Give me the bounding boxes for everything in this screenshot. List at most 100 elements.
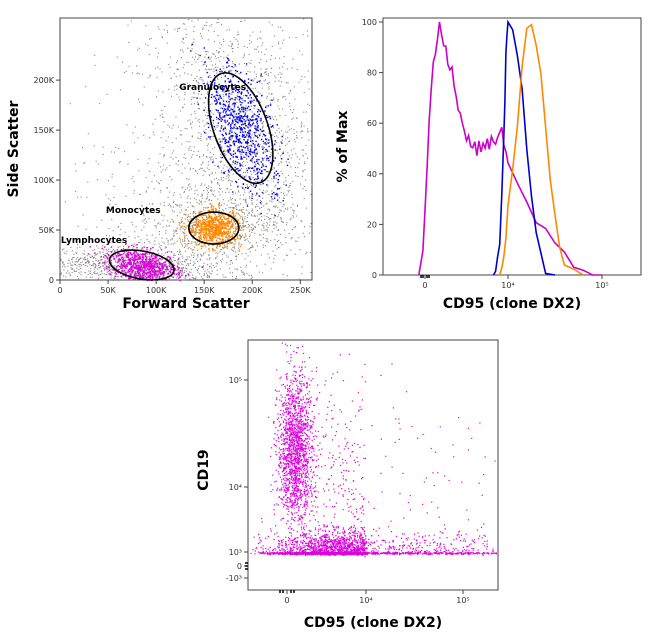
background-event — [309, 104, 311, 106]
background-event — [187, 248, 189, 250]
background-event — [268, 81, 270, 83]
gated-event — [249, 129, 252, 132]
background-event — [216, 241, 218, 243]
gated-event — [132, 266, 134, 269]
background-event — [256, 210, 258, 212]
gated-event — [239, 119, 241, 121]
background-event — [200, 135, 202, 137]
gated-event — [226, 145, 228, 147]
gated-event — [226, 230, 228, 233]
gated-event — [113, 269, 115, 271]
background-event — [193, 211, 195, 213]
gated-event — [237, 106, 239, 108]
background-event — [197, 173, 199, 175]
background-event — [231, 47, 233, 49]
background-event — [300, 126, 302, 128]
background-event — [251, 208, 253, 210]
background-event — [192, 222, 194, 224]
gated-event — [198, 226, 200, 228]
background-event — [202, 27, 204, 29]
background-event — [153, 262, 155, 264]
background-event — [99, 274, 101, 276]
gated-event — [152, 270, 154, 272]
gated-event — [227, 239, 230, 241]
background-event — [258, 213, 260, 215]
gated-event — [200, 211, 202, 213]
background-event — [311, 222, 313, 224]
background-event — [258, 164, 260, 166]
background-event — [290, 238, 292, 240]
gated-event — [137, 253, 139, 255]
background-event — [194, 185, 196, 187]
gated-event — [127, 269, 130, 271]
gated-event — [230, 154, 233, 156]
gated-event — [139, 266, 141, 269]
background-event — [231, 137, 233, 139]
background-event — [264, 263, 266, 265]
background-event — [229, 97, 231, 99]
background-event — [255, 249, 257, 251]
background-event — [206, 111, 208, 113]
background-event — [254, 134, 256, 136]
gated-event — [229, 136, 231, 139]
background-event — [233, 213, 235, 215]
background-event — [157, 271, 159, 273]
background-event — [170, 265, 172, 267]
background-event — [206, 117, 208, 119]
background-event — [296, 205, 298, 207]
background-event — [93, 257, 95, 259]
background-event — [301, 121, 303, 123]
background-event — [204, 61, 206, 63]
background-event — [251, 245, 253, 247]
gated-event — [239, 138, 241, 140]
background-event — [214, 55, 216, 57]
gated-event — [154, 271, 156, 273]
background-event — [230, 71, 232, 73]
background-event — [290, 128, 292, 130]
background-event — [162, 241, 164, 243]
gated-event — [254, 127, 256, 129]
gated-event — [200, 237, 202, 239]
gated-event — [230, 135, 232, 137]
background-event — [265, 240, 267, 242]
gated-event — [256, 168, 258, 170]
background-event — [142, 73, 144, 75]
background-event — [170, 259, 172, 261]
background-event — [264, 135, 266, 137]
background-event — [100, 265, 102, 267]
background-event — [219, 51, 221, 53]
background-event — [211, 64, 213, 66]
gated-event — [200, 230, 202, 232]
gated-event — [234, 221, 236, 223]
background-event — [85, 258, 87, 260]
gated-event — [218, 233, 220, 235]
background-event — [261, 145, 263, 147]
background-event — [92, 263, 94, 265]
background-event — [114, 273, 116, 275]
background-event — [173, 255, 175, 257]
gated-event — [219, 217, 221, 220]
background-event — [132, 257, 134, 259]
background-event — [229, 135, 231, 137]
background-event — [246, 158, 248, 160]
gated-event — [160, 267, 163, 269]
background-event — [256, 204, 258, 206]
gated-event — [149, 272, 151, 274]
background-event — [251, 105, 253, 107]
gated-event — [144, 275, 146, 277]
gated-event — [201, 230, 203, 232]
background-event — [203, 209, 205, 211]
background-event — [146, 238, 148, 240]
gated-event — [215, 230, 217, 232]
gated-event — [147, 263, 150, 265]
background-event — [185, 259, 187, 261]
gated-event — [209, 80, 212, 83]
background-event — [262, 189, 264, 191]
background-event — [108, 227, 110, 229]
background-event — [190, 248, 192, 250]
gated-event — [151, 265, 153, 267]
gated-event — [203, 220, 205, 223]
gated-event — [206, 225, 208, 228]
gated-event — [225, 232, 227, 234]
gated-event — [134, 255, 136, 258]
